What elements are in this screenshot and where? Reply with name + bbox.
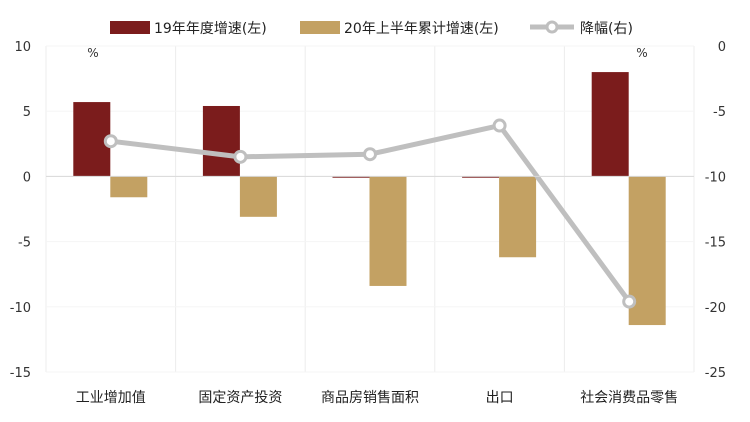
chart-axes: -15 -10 -5 0 5 10 -25 -20 -15 -10 -5 0% % 工业增加值 固定资产投资…: [10, 40, 726, 406]
legend-swatch-2: [300, 21, 340, 34]
left-tick-label: -15: [10, 366, 31, 381]
right-tick-label: -5: [713, 105, 726, 120]
category-label: 出口: [486, 390, 514, 406]
bar-1-2: [202, 105, 240, 177]
left-tick-label: -10: [10, 301, 31, 316]
line-point-3: [363, 147, 377, 162]
right-tick-label: -25: [705, 366, 726, 381]
line-point-2: [233, 149, 248, 164]
bar-1-5: [591, 72, 629, 177]
left-tick-label: 10: [14, 40, 31, 55]
bar-2-1: [110, 176, 148, 198]
category-label: 工业增加值: [76, 390, 146, 406]
left-tick-label: 0: [23, 170, 31, 185]
chart-line: [103, 118, 637, 309]
chart-bars: [73, 72, 666, 326]
bar-2-2: [239, 176, 277, 217]
right-tick-label: -20: [705, 301, 726, 316]
right-tick-label: -10: [705, 170, 726, 185]
legend-label-1: 19年年度增速(左): [154, 21, 267, 37]
legend-swatch-1: [110, 21, 150, 34]
right-axis-unit: %: [636, 46, 647, 60]
legend-label-3: 降幅(右): [580, 21, 633, 37]
right-tick-label: -15: [705, 236, 726, 251]
bar-1-4: [462, 176, 500, 178]
line-point-1: [103, 134, 118, 149]
chart-legend: 19年年度增速(左) 20年上半年累计增速(左) 降幅(右): [110, 20, 633, 37]
left-tick-label: 5: [23, 105, 31, 120]
line-point-5: [622, 294, 637, 309]
category-label: 商品房销售面积: [321, 390, 419, 406]
bar-1-3: [332, 176, 370, 178]
bar-2-4: [499, 176, 537, 258]
left-axis-unit: %: [87, 46, 98, 60]
legend-label-2: 20年上半年累计增速(左): [344, 21, 499, 37]
line-point-4: [492, 118, 507, 133]
right-tick-label: 0: [718, 40, 726, 55]
legend-marker: [545, 20, 559, 34]
category-label: 社会消费品零售: [580, 390, 678, 406]
left-tick-label: -5: [18, 236, 31, 251]
category-label: 固定资产投资: [198, 390, 282, 406]
bar-2-3: [369, 176, 407, 286]
